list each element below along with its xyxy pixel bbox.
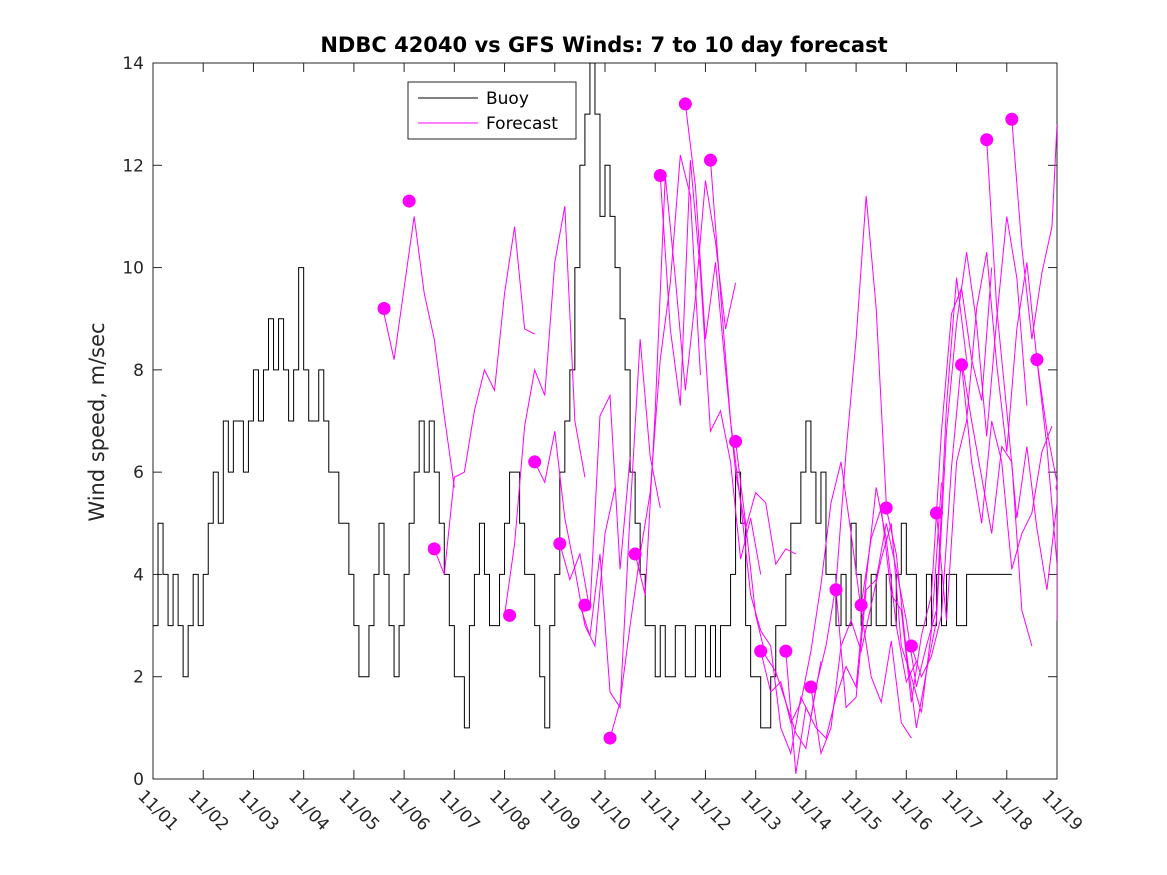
y-tick-label: 4 bbox=[133, 565, 144, 585]
forecast-line-5 bbox=[559, 393, 631, 611]
forecast-start-marker bbox=[503, 608, 517, 622]
x-tick-label: 11/15 bbox=[837, 786, 886, 835]
forecast-start-marker bbox=[929, 506, 943, 520]
forecast-start-marker bbox=[678, 97, 692, 111]
forecast-line-18 bbox=[885, 216, 1028, 728]
legend-forecast-label: Forecast bbox=[486, 114, 558, 134]
forecast-start-marker bbox=[1005, 112, 1019, 126]
forecast-line-13 bbox=[760, 461, 912, 739]
forecast-start-marker bbox=[553, 537, 567, 551]
forecast-start-marker bbox=[804, 680, 818, 694]
x-tick-label: 11/14 bbox=[786, 786, 835, 835]
forecast-start-marker bbox=[904, 639, 918, 653]
forecast-line-22 bbox=[986, 139, 1057, 590]
y-tick-label: 0 bbox=[133, 770, 144, 790]
forecast-start-marker bbox=[879, 501, 893, 515]
forecast-start-marker bbox=[427, 542, 441, 556]
forecast-start-marker bbox=[754, 644, 768, 658]
x-tick-label: 11/01 bbox=[133, 786, 182, 835]
y-axis-label: Wind speed, m/sec bbox=[85, 322, 109, 521]
forecast-line-17 bbox=[860, 267, 993, 703]
forecast-start-marker bbox=[528, 455, 542, 469]
y-tick-label: 8 bbox=[133, 361, 144, 381]
forecast-start-marker bbox=[1030, 353, 1044, 367]
x-tick-label: 11/17 bbox=[937, 786, 986, 835]
forecast-start-marker bbox=[628, 547, 642, 561]
forecast-line-9 bbox=[659, 160, 762, 575]
forecast-start-marker bbox=[653, 169, 667, 183]
forecast-line-23 bbox=[1011, 119, 1057, 340]
forecast-line-6 bbox=[579, 339, 661, 709]
x-tick-label: 11/11 bbox=[636, 786, 685, 835]
forecast-line-2 bbox=[433, 226, 535, 575]
forecast-start-marker bbox=[1055, 483, 1057, 492]
chart-title: NDBC 42040 vs GFS Winds: 7 to 10 day for… bbox=[320, 33, 887, 57]
forecast-start-marker bbox=[1081, 588, 1094, 601]
x-tick-label: 11/19 bbox=[1037, 786, 1086, 835]
forecast-line-11 bbox=[709, 160, 822, 756]
forecast-line-3 bbox=[504, 206, 586, 616]
forecast-line-24 bbox=[1036, 359, 1057, 565]
series-group bbox=[153, 63, 1094, 774]
forecast-line-14 bbox=[785, 487, 917, 774]
forecast-start-marker bbox=[377, 301, 391, 315]
legend-box bbox=[407, 81, 577, 140]
y-tick-label: 10 bbox=[122, 259, 144, 279]
y-tick-label: 2 bbox=[133, 668, 144, 688]
buoy-line bbox=[153, 63, 1012, 729]
y-tick-label: 12 bbox=[122, 156, 144, 176]
forecast-line-1 bbox=[383, 216, 455, 488]
forecast-line-7 bbox=[609, 154, 701, 739]
x-tick-label: 11/13 bbox=[736, 786, 785, 835]
forecast-start-marker bbox=[829, 583, 843, 597]
x-tick-label: 11/18 bbox=[987, 786, 1036, 835]
forecast-start-marker bbox=[402, 194, 416, 208]
x-tick-label: 11/05 bbox=[334, 786, 383, 835]
x-tick-label: 11/02 bbox=[184, 786, 233, 835]
forecast-start-marker bbox=[603, 731, 617, 745]
x-tick-label: 11/04 bbox=[284, 786, 333, 835]
legend: Buoy Forecast bbox=[407, 81, 577, 140]
y-tick-label: 6 bbox=[133, 463, 144, 483]
y-tick-label: 14 bbox=[122, 54, 144, 74]
forecast-start-marker bbox=[980, 133, 994, 147]
forecast-start-marker bbox=[854, 598, 868, 612]
x-tick-label: 11/12 bbox=[686, 786, 735, 835]
x-tick-label: 11/10 bbox=[585, 786, 634, 835]
x-tick-label: 11/09 bbox=[535, 786, 584, 835]
forecast-start-marker bbox=[703, 153, 717, 167]
x-tick-label: 11/07 bbox=[435, 786, 484, 835]
forecast-line-21 bbox=[961, 364, 1053, 570]
forecast-start-marker bbox=[955, 358, 969, 372]
x-tick-label: 11/03 bbox=[234, 786, 283, 835]
x-tick-label: 11/06 bbox=[385, 786, 434, 835]
x-tick-label: 11/16 bbox=[887, 786, 936, 835]
forecast-line-16 bbox=[835, 277, 968, 709]
legend-buoy-label: Buoy bbox=[486, 89, 529, 109]
forecast-start-marker bbox=[779, 644, 793, 658]
x-tick-label: 11/08 bbox=[485, 786, 534, 835]
forecast-start-marker bbox=[729, 434, 743, 448]
forecast-start-marker bbox=[578, 598, 592, 612]
